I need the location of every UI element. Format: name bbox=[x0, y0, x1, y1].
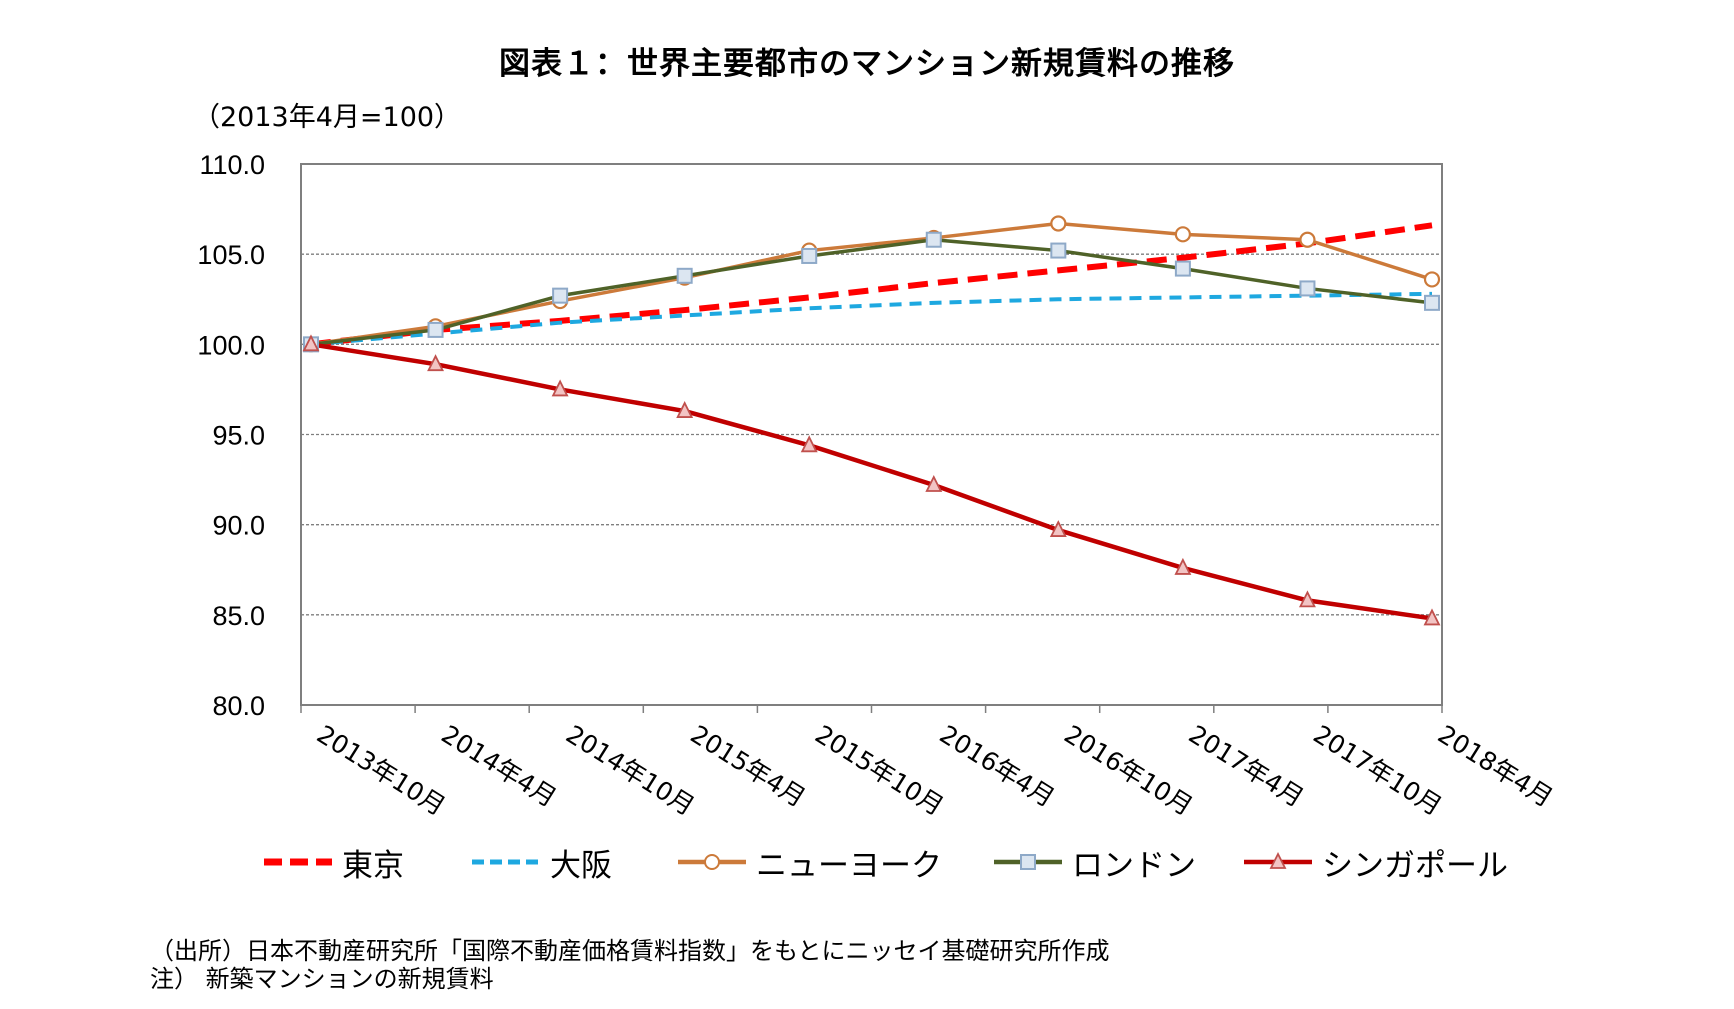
y-tick-labels: 80.0 85.0 90.0 95.0 100.0 105.0 110.0 bbox=[197, 150, 265, 721]
x-tick-label: 2015年4月 bbox=[685, 719, 810, 812]
marker-square bbox=[1424, 294, 1440, 311]
x-tick-label: 2017年10月 bbox=[1308, 719, 1447, 821]
legend-label: ニューヨーク bbox=[756, 847, 942, 884]
marker-triangle bbox=[800, 435, 818, 453]
legend-item: ロンドン bbox=[992, 838, 1196, 886]
legend-item: シンガポール bbox=[1242, 838, 1508, 886]
marker-circle bbox=[1299, 231, 1316, 248]
y-tick-label: 85.0 bbox=[212, 601, 265, 631]
marker-square bbox=[1050, 242, 1067, 259]
series-lines bbox=[310, 221, 1433, 621]
y-tick-label: 110.0 bbox=[199, 150, 265, 180]
source-line-2: 注） 新築マンションの新規賃料 bbox=[150, 965, 494, 993]
marker-square bbox=[801, 247, 818, 264]
data-markers bbox=[302, 215, 1441, 626]
gridlines bbox=[301, 253, 1442, 616]
legend-label: 大阪 bbox=[550, 847, 612, 884]
y-tick-label: 105.0 bbox=[197, 240, 265, 270]
marker-square bbox=[427, 321, 444, 338]
marker-square bbox=[676, 267, 693, 284]
marker-triangle bbox=[1298, 590, 1316, 608]
source-note: （出所）日本不動産研究所「国際不動産価格賃料指数」をもとにニッセイ基礎研究所作成… bbox=[150, 937, 1110, 993]
legend-swatch-marker bbox=[704, 854, 720, 870]
marker-circle bbox=[1423, 271, 1441, 288]
marker-triangle bbox=[1423, 608, 1441, 626]
chart-title: 図表１：世界主要都市のマンション新規賃料の推移 bbox=[499, 46, 1235, 82]
marker-triangle bbox=[551, 379, 569, 397]
marker-square bbox=[1174, 260, 1191, 277]
marker-triangle bbox=[427, 354, 445, 372]
marker-circle bbox=[1050, 215, 1067, 232]
legend-swatch-marker bbox=[1020, 854, 1036, 870]
x-tick-label: 2014年4月 bbox=[436, 719, 561, 812]
x-tick-label: 2017年4月 bbox=[1184, 719, 1309, 812]
legend-item: 大阪 bbox=[470, 838, 612, 886]
x-tick-label: 2018年4月 bbox=[1433, 719, 1558, 812]
marker-circle bbox=[1174, 226, 1191, 243]
y-tick-label: 95.0 bbox=[212, 421, 265, 451]
legend-swatch bbox=[264, 858, 332, 866]
x-tick-label: 2015年10月 bbox=[810, 719, 949, 821]
marker-triangle bbox=[1049, 520, 1067, 537]
legend-swatch bbox=[994, 854, 1062, 870]
series-line-3 bbox=[310, 237, 1433, 347]
legend-label: 東京 bbox=[342, 847, 404, 884]
series-line-1 bbox=[310, 291, 1433, 347]
y-axis-unit-label: （2013年4月=100） bbox=[193, 102, 462, 133]
marker-triangle bbox=[676, 401, 694, 418]
legend-label: シンガポール bbox=[1322, 847, 1508, 884]
marker-square bbox=[552, 287, 569, 304]
y-tick-label: 80.0 bbox=[212, 691, 265, 721]
marker-square bbox=[1299, 280, 1316, 297]
x-tick-label: 2016年4月 bbox=[935, 719, 1060, 812]
x-tick-label: 2014年10月 bbox=[561, 719, 700, 821]
legend-swatch bbox=[678, 854, 746, 870]
legend-swatch-marker bbox=[1269, 851, 1287, 869]
x-tick-label: 2013年10月 bbox=[312, 719, 451, 821]
marker-triangle bbox=[302, 334, 320, 352]
legend-swatch bbox=[472, 859, 540, 865]
marker-triangle bbox=[925, 474, 943, 492]
legend-item: ニューヨーク bbox=[676, 838, 942, 886]
legend-label: ロンドン bbox=[1072, 847, 1196, 884]
chart-legend: 東京 大阪 ニューヨーク ロンドン シンガポール bbox=[0, 838, 1734, 886]
legend-item: 東京 bbox=[262, 838, 404, 886]
marker-square bbox=[925, 231, 942, 248]
series-line-0 bbox=[310, 222, 1433, 348]
legend-swatch bbox=[1244, 851, 1312, 869]
x-tick-label: 2016年10月 bbox=[1059, 719, 1198, 821]
series-line-4 bbox=[310, 342, 1433, 621]
y-tick-label: 90.0 bbox=[212, 511, 265, 541]
y-tick-label: 100.0 bbox=[197, 330, 265, 360]
marker-triangle bbox=[1174, 557, 1192, 575]
source-line-1: （出所）日本不動産研究所「国際不動産価格賃料指数」をもとにニッセイ基礎研究所作成 bbox=[150, 937, 1110, 965]
axes bbox=[300, 163, 1443, 713]
line-chart: 80.0 85.0 90.0 95.0 100.0 105.0 110.0 2013年10月… bbox=[197, 150, 1558, 821]
